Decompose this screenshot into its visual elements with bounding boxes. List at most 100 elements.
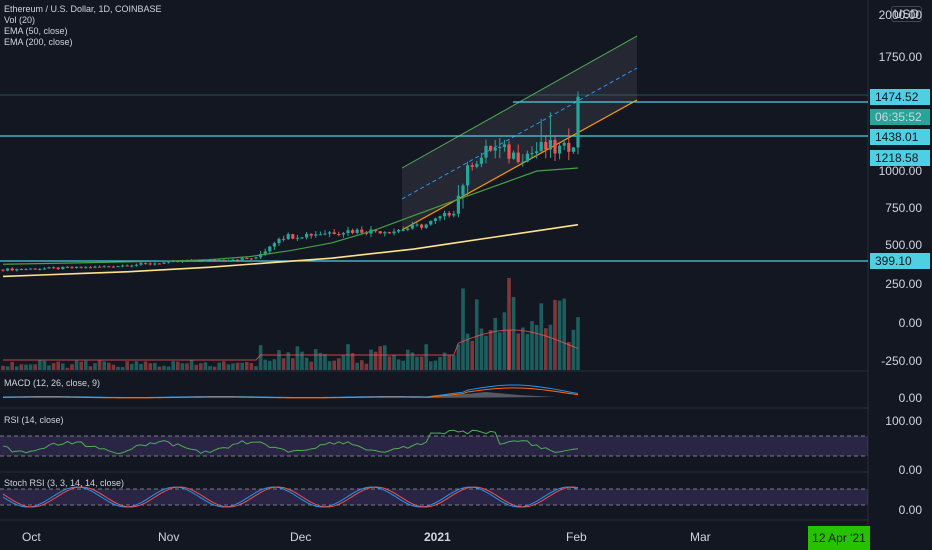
candle: [226, 260, 230, 262]
volume-bar: [203, 362, 208, 370]
volume-bar: [38, 360, 42, 370]
volume-bar: [171, 361, 175, 370]
candle: [341, 233, 345, 235]
candle: [337, 234, 341, 236]
volume-bar: [433, 360, 438, 370]
candle: [360, 229, 364, 233]
volume-bar: [392, 354, 396, 370]
volume-bar: [488, 329, 493, 370]
candle: [144, 263, 148, 265]
candle: [544, 141, 548, 150]
candle: [236, 259, 240, 261]
candle: [107, 266, 111, 268]
candle: [88, 267, 92, 269]
candle: [139, 263, 143, 265]
candle: [401, 229, 405, 231]
candle: [558, 145, 562, 154]
volume-bar: [33, 364, 37, 370]
volume-bar: [424, 344, 428, 370]
volume-bar: [502, 312, 507, 370]
candle: [433, 218, 437, 221]
volume-bar: [544, 328, 548, 370]
volume-bar: [511, 296, 516, 370]
candle: [116, 266, 120, 268]
volume-bar: [268, 360, 272, 370]
volume-bar: [378, 346, 382, 370]
volume-bar: [254, 366, 258, 370]
volume-bar: [360, 360, 364, 370]
stoch-d: [2, 486, 579, 508]
price-axis-tick: 1000.00: [878, 164, 922, 178]
candle: [42, 268, 46, 270]
volume-bar: [406, 349, 410, 370]
time-axis-label: Oct: [22, 530, 41, 544]
candle: [111, 266, 115, 268]
rsi-line: [2, 429, 579, 455]
legend-symbol: Ethereum / U.S. Dollar, 1D, COINBASE: [4, 4, 162, 14]
volume-bar: [47, 365, 51, 370]
candle: [567, 142, 571, 152]
volume-bar: [125, 361, 129, 370]
legend: Ethereum / U.S. Dollar, 1D, COINBASE Vol…: [4, 4, 162, 48]
volume-bar: [79, 361, 83, 370]
candle: [268, 246, 272, 252]
volume-bar: [387, 356, 392, 370]
volume-bar: [281, 358, 286, 370]
candle: [502, 144, 506, 147]
time-axis-label: Feb: [566, 530, 587, 544]
volume-bar: [557, 300, 562, 370]
volume-bar: [107, 362, 111, 370]
volume-bar: [134, 361, 139, 370]
candle: [254, 257, 258, 259]
volume-bar: [318, 352, 323, 370]
volume-bar: [447, 354, 451, 370]
candle: [466, 165, 470, 186]
volume-bar: [15, 366, 19, 370]
legend-ema200: EMA (200, close): [4, 37, 73, 47]
candle: [323, 233, 327, 235]
volume-bar: [567, 341, 571, 370]
candle: [65, 266, 69, 268]
volume-bar: [323, 354, 327, 370]
volume-bar: [465, 333, 470, 370]
volume-bar: [19, 364, 24, 370]
volume-bar: [194, 364, 198, 370]
volume-bar: [438, 357, 442, 370]
candle: [489, 145, 493, 151]
candle: [29, 268, 33, 270]
candle: [452, 213, 456, 216]
volume-bar: [369, 349, 373, 370]
volume-bar: [332, 360, 336, 370]
candle: [15, 269, 19, 271]
price-axis-tick: 500.00: [885, 238, 922, 252]
candle: [571, 147, 575, 152]
volume-bar: [383, 345, 387, 370]
price-axis-tick: 250.00: [885, 277, 922, 291]
volume-bar: [88, 366, 93, 370]
time-axis-label: Nov: [158, 530, 180, 544]
candle: [475, 163, 479, 167]
candle: [249, 258, 253, 260]
rsi-band: [0, 436, 868, 456]
currency-button[interactable]: USD: [890, 6, 922, 22]
candle: [157, 263, 161, 265]
candle: [309, 233, 313, 236]
time-axis-label: 2021: [424, 530, 451, 544]
candle: [410, 224, 414, 229]
ema50-line: [2, 167, 579, 265]
candle: [461, 185, 465, 196]
cursor-date-tag: 12 Apr '21: [808, 526, 870, 550]
volume-bar: [93, 363, 97, 370]
stoch-band: [0, 489, 868, 505]
candle: [259, 254, 263, 258]
volume-bar: [277, 350, 281, 370]
volume-bar: [157, 366, 162, 370]
candle: [171, 261, 175, 263]
volume-bar: [401, 360, 405, 370]
price-axis-tick: 0.00: [898, 316, 922, 330]
candle: [162, 262, 166, 264]
price-axis-tick: 750.00: [885, 201, 922, 215]
candle: [295, 237, 299, 239]
